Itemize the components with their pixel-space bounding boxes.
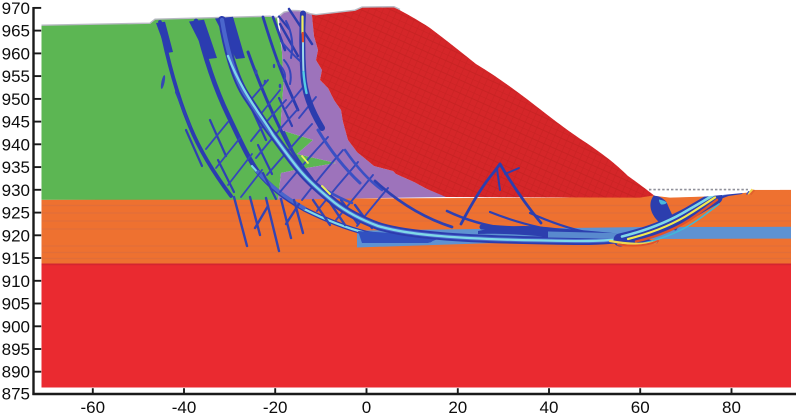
svg-text:955: 955 — [2, 67, 30, 86]
svg-text:40: 40 — [540, 398, 559, 417]
svg-text:905: 905 — [2, 295, 30, 314]
svg-text:20: 20 — [448, 398, 467, 417]
svg-text:960: 960 — [2, 44, 30, 63]
svg-text:920: 920 — [2, 226, 30, 245]
svg-text:80: 80 — [722, 398, 741, 417]
svg-text:895: 895 — [2, 340, 30, 359]
svg-text:910: 910 — [2, 272, 30, 291]
svg-text:965: 965 — [2, 22, 30, 41]
svg-text:925: 925 — [2, 204, 30, 223]
svg-text:950: 950 — [2, 90, 30, 109]
svg-text:970: 970 — [2, 0, 30, 18]
svg-text:875: 875 — [2, 385, 30, 404]
svg-text:890: 890 — [2, 363, 30, 382]
svg-text:60: 60 — [631, 398, 650, 417]
svg-text:900: 900 — [2, 317, 30, 336]
svg-text:-40: -40 — [172, 398, 197, 417]
svg-text:930: 930 — [2, 181, 30, 200]
svg-text:940: 940 — [2, 135, 30, 154]
svg-text:915: 915 — [2, 249, 30, 268]
svg-text:0: 0 — [362, 398, 371, 417]
svg-text:-60: -60 — [81, 398, 106, 417]
svg-text:945: 945 — [2, 113, 30, 132]
svg-text:935: 935 — [2, 158, 30, 177]
svg-text:-20: -20 — [263, 398, 288, 417]
